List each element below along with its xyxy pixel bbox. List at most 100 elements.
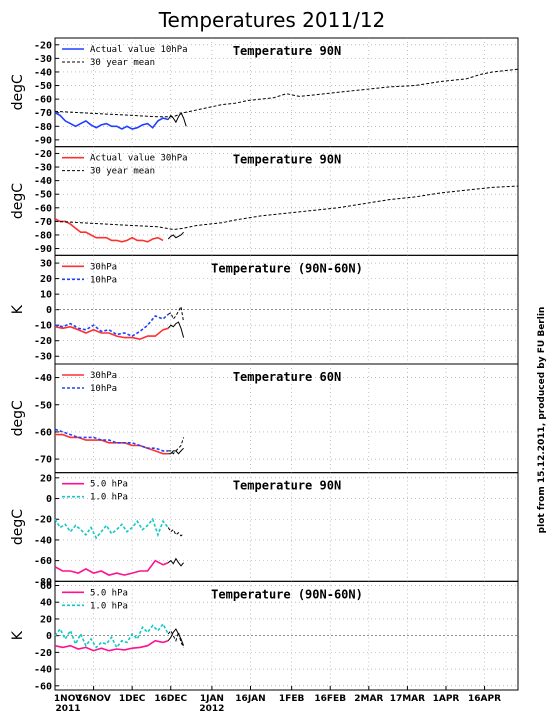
series-line-forecast xyxy=(167,629,185,648)
x-tick-label: 1APR xyxy=(433,694,460,704)
series-line-forecast xyxy=(167,557,184,567)
panel-title: Temperature (90N-60N) xyxy=(211,261,363,275)
y-tick-label: -20 xyxy=(34,515,52,526)
y-axis-label: K xyxy=(10,304,26,314)
chart-panel-2: -90 -80 -70 -60 -50 -40 -30 -20 degC Temperature … xyxy=(10,146,519,256)
chart-panel-1: -90 -80 -70 -60 -50 -40 -30 -20 degC Temperature … xyxy=(10,37,519,148)
y-tick-label: -40 xyxy=(34,67,52,78)
x-tick-label: 16DEC xyxy=(154,694,187,704)
legend-label: 5.0 hPa xyxy=(90,480,128,490)
y-axis-label: K xyxy=(10,630,26,640)
legend-label: Actual value 30hPa xyxy=(90,154,188,164)
y-tick-label: -10 xyxy=(34,321,52,332)
y-tick-label: -20 xyxy=(34,40,52,51)
y-axis-label: degC xyxy=(10,183,26,219)
y-tick-label: 10 xyxy=(40,290,52,301)
y-tick-label: 0 xyxy=(46,494,52,505)
x-tick-label: 1NOV xyxy=(54,694,82,704)
legend-label: 1.0 hPa xyxy=(90,601,128,611)
y-tick-label: -80 xyxy=(34,577,52,588)
y-tick-label: -40 xyxy=(34,665,52,676)
legend-label: Actual value 10hPa xyxy=(90,45,188,55)
chart-panel-4: -70 -60 -50 -40 degC Temperature 60N 30hPa 10hP… xyxy=(10,363,519,474)
panel-title: Temperature 90N xyxy=(233,44,341,58)
series-line-30hpa xyxy=(55,433,169,455)
y-axis-label: degC xyxy=(10,400,26,436)
y-tick-label: -70 xyxy=(34,217,52,228)
panel-title: Temperature 90N xyxy=(233,153,341,167)
x-tick-label: 16NOV xyxy=(76,694,110,704)
y-tick-label: -40 xyxy=(34,535,52,546)
series-line-forecast xyxy=(167,527,184,537)
y-tick-label: -30 xyxy=(34,163,52,174)
x-tick-label: 1FEB xyxy=(279,694,305,704)
panel-title: Temperature 90N xyxy=(233,479,341,493)
series-line-1-0-hpa xyxy=(54,622,169,649)
y-tick-label: -30 xyxy=(34,54,52,65)
y-tick-label: -60 xyxy=(34,203,52,214)
y-tick-label: -70 xyxy=(34,108,52,119)
series-line-30-year-mean xyxy=(54,185,519,231)
y-tick-label: 20 xyxy=(40,274,52,285)
y-tick-label: -20 xyxy=(34,149,52,160)
x-year-label: 2011 xyxy=(55,704,80,714)
series-line-10hpa xyxy=(54,313,169,337)
legend-label: 30 year mean xyxy=(90,167,155,177)
series-line-30-year-mean xyxy=(54,68,519,118)
y-tick-label: 60 xyxy=(40,581,52,592)
y-tick-label: 40 xyxy=(40,598,52,609)
legend-label: 1.0 hPa xyxy=(90,493,128,503)
y-tick-label: -90 xyxy=(34,244,52,255)
series-line-1-0-hpa xyxy=(54,517,169,540)
legend-label: 30hPa xyxy=(90,262,117,272)
y-tick-label: -70 xyxy=(34,455,52,466)
y-tick-label: -20 xyxy=(34,648,52,659)
y-tick-label: -50 xyxy=(34,190,52,201)
series-line-forecast xyxy=(167,111,187,127)
y-tick-label: -60 xyxy=(34,427,52,438)
series-line-actual-value-10hpa xyxy=(54,111,169,130)
panel-title: Temperature (90N-60N) xyxy=(211,587,363,601)
legend-label: 30 year mean xyxy=(90,58,155,68)
y-tick-label: -60 xyxy=(34,556,52,567)
x-tick-label: 17MAR xyxy=(390,694,425,704)
y-tick-label: -30 xyxy=(34,352,52,363)
y-tick-label: -50 xyxy=(34,400,52,411)
y-tick-label: 20 xyxy=(40,614,52,625)
series-line-10hpa xyxy=(54,428,169,452)
panels: -90 -80 -70 -60 -50 -40 -30 -20 degC Temperature … xyxy=(10,37,519,692)
y-tick-label: -60 xyxy=(34,681,52,692)
chart-panel-5: -80 -60 -40 -20 0 20 degC Temperature 90N 5.0 hP… xyxy=(10,472,519,588)
legend-label: 10hPa xyxy=(90,384,117,394)
y-tick-label: -80 xyxy=(34,122,52,133)
x-tick-label: 16APR xyxy=(468,694,501,704)
legend-label: 30hPa xyxy=(90,371,117,381)
x-year-label: 2012 xyxy=(199,704,224,714)
y-tick-label: -50 xyxy=(34,81,52,92)
series-line-5-0-hpa xyxy=(54,559,169,576)
series-line-forecast xyxy=(168,437,185,455)
series-line-forecast xyxy=(167,628,185,646)
y-tick-label: 0 xyxy=(46,305,52,316)
panel-title: Temperature 60N xyxy=(233,370,341,384)
y-axis-label: degC xyxy=(10,74,26,110)
y-tick-label: -60 xyxy=(34,95,52,106)
x-tick-label: 2MAR xyxy=(354,694,383,704)
chart-panel-3: -30 -20 -10 0 10 20 30 K Temperature (90N-60N) 30… xyxy=(10,254,519,365)
y-tick-label: 20 xyxy=(40,473,52,484)
y-tick-label: -20 xyxy=(34,336,52,347)
chart-panel-6: -60 -40 -20 0 20 40 60 K Temperature (90N-60N) 5.… xyxy=(10,580,519,692)
x-tick-label: 1JAN xyxy=(200,694,224,704)
series-line-actual-value-30hpa xyxy=(54,217,164,243)
figure-title: Temperatures 2011/12 xyxy=(158,8,386,32)
y-tick-label: -90 xyxy=(34,135,52,146)
x-tick-label: 1DEC xyxy=(119,694,146,704)
y-tick-label: 0 xyxy=(46,631,52,642)
y-tick-label: -40 xyxy=(34,373,52,384)
series-line-30hpa xyxy=(54,325,169,341)
series-line-forecast xyxy=(167,321,185,338)
y-tick-label: -80 xyxy=(34,230,52,241)
y-tick-label: -40 xyxy=(34,176,52,187)
